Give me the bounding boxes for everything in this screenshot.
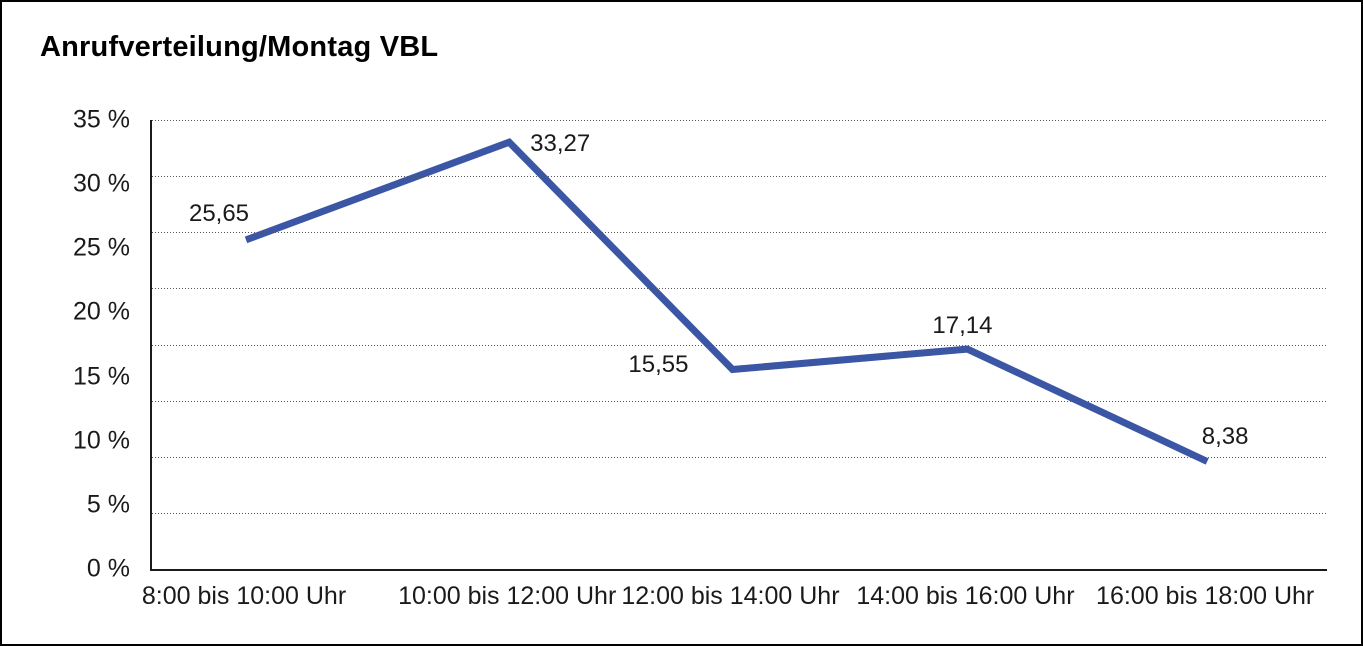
data-line — [244, 138, 1209, 465]
gridline — [152, 176, 1327, 178]
gridline — [152, 344, 1327, 346]
point-value-label: 15,55 — [628, 350, 689, 378]
y-axis-labels: 35 % 30 % 25 % 20 % 15 % 10 % 5 % 0 % — [2, 107, 130, 581]
x-axis-labels: 8:00 bis 10:00 Uhr 10:00 bis 12:00 Uhr 12:… — [142, 582, 1325, 614]
y-tick-label: 10 % — [73, 426, 130, 455]
chart-title: Anrufverteilung/Montag VBL — [40, 31, 439, 63]
gridline — [152, 512, 1327, 514]
gridline — [152, 120, 1327, 121]
x-tick-label: 8:00 bis 10:00 Uhr — [141, 582, 347, 610]
point-value-label: 17,14 — [932, 312, 993, 340]
x-tick-label: 14:00 bis 16:00 Uhr — [856, 582, 1075, 610]
y-tick-label: 15 % — [73, 362, 130, 391]
plot-area: 25,65 33,27 15,55 17,14 8,38 — [150, 120, 1327, 571]
y-tick-label: 35 % — [73, 105, 130, 134]
y-tick-label: 25 % — [73, 233, 130, 262]
x-tick-label: 10:00 bis 12:00 Uhr — [398, 582, 617, 610]
point-value-label: 33,27 — [530, 130, 591, 158]
point-value-label: 25,65 — [188, 199, 250, 227]
x-tick-label: 16:00 bis 18:00 Uhr — [1096, 582, 1315, 610]
y-tick-label: 30 % — [73, 169, 130, 198]
line-series-svg — [244, 138, 1209, 465]
gridline — [152, 288, 1327, 290]
gridline — [152, 456, 1327, 458]
y-tick-label: 0 % — [86, 554, 130, 583]
gridline — [152, 400, 1327, 402]
y-tick-label: 5 % — [86, 490, 130, 519]
point-value-label: 8,38 — [1201, 423, 1249, 451]
gridline — [152, 232, 1327, 234]
y-tick-label: 20 % — [73, 297, 130, 326]
x-tick-label: 12:00 bis 14:00 Uhr — [621, 582, 840, 610]
